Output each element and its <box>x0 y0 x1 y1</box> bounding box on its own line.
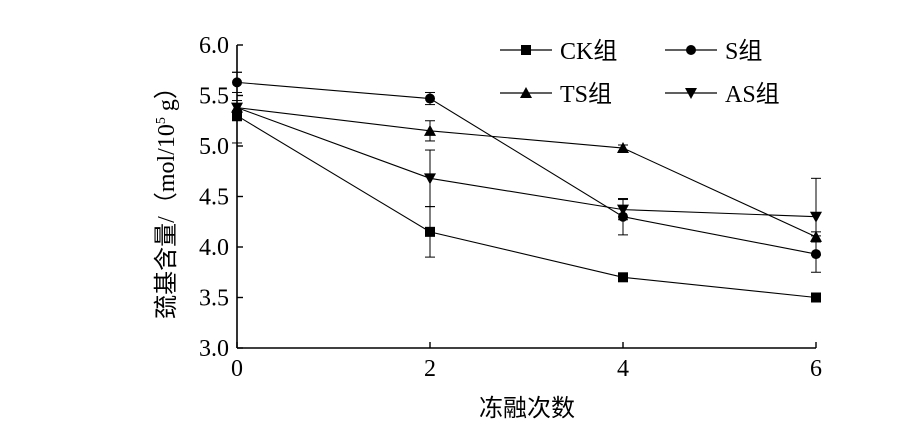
data-point <box>232 110 242 121</box>
data-point <box>231 102 243 114</box>
legend-label: TS组 <box>560 81 612 108</box>
y-axis-title-main: 巯基含量/（mol/10 <box>153 124 180 319</box>
legend-label: AS组 <box>725 81 780 108</box>
x-tick-label: 6 <box>810 356 822 382</box>
legend-marker <box>520 87 532 98</box>
series-line-1 <box>236 81 817 255</box>
y-axis-title: 巯基含量/（mol/105 g） <box>153 75 180 319</box>
data-point <box>810 230 822 242</box>
legend: CK组 S组 TS组 AS组 <box>500 38 780 108</box>
y-tick-label: 6.0 <box>199 33 229 59</box>
data-point <box>810 211 822 223</box>
data-point <box>232 77 242 88</box>
y-tick-label: 4.0 <box>199 235 229 261</box>
markers <box>231 77 822 303</box>
data-point <box>811 249 821 260</box>
series-lines <box>236 81 817 299</box>
x-tick-label: 2 <box>424 356 436 382</box>
data-point <box>424 124 436 136</box>
legend-label: CK组 <box>560 38 617 65</box>
y-tick-label: 5.0 <box>199 134 229 160</box>
legend-marker <box>685 88 697 99</box>
data-point <box>811 292 821 303</box>
y-axis-title-superscript: 5 <box>154 117 169 124</box>
y-tick-label: 3.0 <box>199 336 229 362</box>
ticks: 3.0 3.5 4.0 4.5 5.0 5.5 6.0 0 2 4 6 <box>199 33 822 382</box>
y-axis-title-tail: g） <box>154 75 180 117</box>
series-line-3 <box>236 107 817 218</box>
x-tick-label: 0 <box>231 356 243 382</box>
legend-marker <box>521 45 531 55</box>
data-point <box>424 173 436 185</box>
series-line-2 <box>236 107 817 238</box>
legend-marker <box>686 45 696 55</box>
y-tick-label: 5.5 <box>199 84 229 110</box>
data-point <box>617 204 629 216</box>
x-axis-title: 冻融次数 <box>479 395 575 422</box>
data-point <box>617 142 629 154</box>
y-tick-label: 4.5 <box>199 185 229 211</box>
data-point <box>618 211 628 222</box>
data-point <box>425 226 435 237</box>
legend-label: S组 <box>725 38 762 65</box>
data-point <box>425 93 435 104</box>
series-line-0 <box>236 115 817 299</box>
y-tick-label: 3.5 <box>199 286 229 312</box>
data-point <box>618 272 628 283</box>
x-tick-label: 4 <box>617 356 629 382</box>
